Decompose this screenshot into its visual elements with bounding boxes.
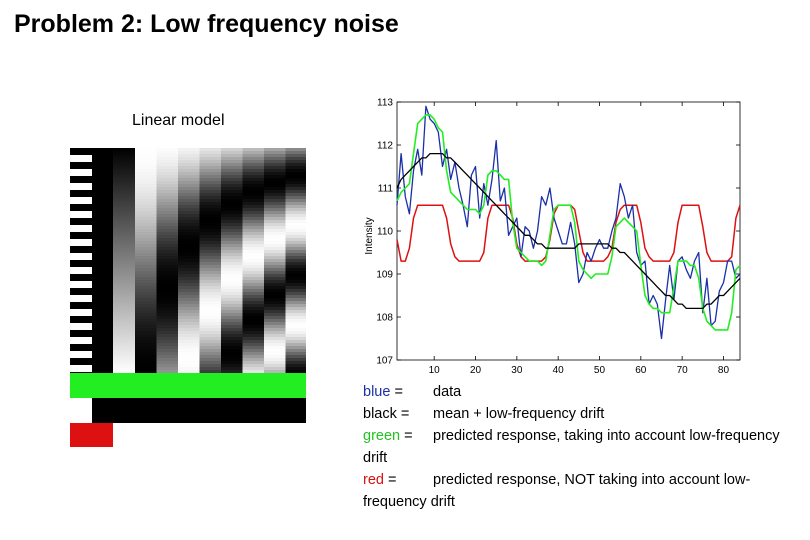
- x-tick-label: 70: [677, 365, 689, 375]
- x-tick-label: 50: [594, 365, 606, 375]
- slide-title: Problem 2: Low frequency noise: [14, 10, 399, 38]
- y-tick-label: 109: [376, 270, 393, 281]
- x-tick-label: 80: [718, 365, 730, 375]
- black-contrast-row: [92, 398, 306, 423]
- y-tick-label: 112: [377, 141, 393, 152]
- red-contrast-row: [70, 423, 113, 447]
- y-tick-label: 107: [376, 356, 393, 367]
- y-tick-label: 108: [376, 313, 393, 324]
- constant-column: [92, 148, 113, 373]
- series-line-blue: [396, 105, 741, 340]
- legend: blue = data black = mean + low-frequency d…: [363, 381, 793, 513]
- x-tick-label: 30: [511, 365, 523, 375]
- x-tick-label: 60: [635, 365, 647, 375]
- series-line-green: [396, 114, 741, 331]
- legend-description: predicted response, NOT taking into acco…: [363, 472, 751, 510]
- cosine-basis-columns: [135, 148, 306, 374]
- chart-axes: 107 108 109 110 111 112 113 10 20 30 40 50 60 70 80: [376, 98, 741, 375]
- legend-color-word: blue: [363, 384, 391, 400]
- y-axis-label: Intensity: [364, 217, 375, 254]
- legend-row-black: black = mean + low-frequency drift: [363, 406, 605, 422]
- y-tick-label: 113: [377, 98, 393, 109]
- legend-color-word: red: [363, 472, 384, 488]
- chart-series: [396, 105, 741, 340]
- intensity-chart: 107 108 109 110 111 112 113 10 20 30 40 50 60 70 80 In…: [364, 98, 741, 375]
- x-tick-label: 10: [429, 365, 441, 375]
- legend-description: data: [433, 384, 462, 400]
- green-contrast-row: [70, 373, 306, 398]
- block-regressor-column: [70, 148, 92, 379]
- legend-row-green: green = predicted response, taking into a…: [363, 428, 780, 466]
- series-line-black: [396, 152, 741, 310]
- x-tick-label: 20: [470, 365, 482, 375]
- legend-color-word: green: [363, 428, 401, 444]
- y-tick-label: 111: [378, 184, 394, 195]
- y-tick-label: 110: [377, 227, 393, 238]
- legend-color-word: black: [363, 406, 397, 422]
- legend-row-red: red = predicted response, NOT taking into…: [363, 472, 751, 510]
- legend-row-blue: blue = data: [363, 384, 462, 400]
- legend-description: predicted response, taking into account …: [363, 428, 780, 466]
- linear-drift-column: [113, 148, 135, 373]
- linear-model-label: Linear model: [132, 112, 225, 129]
- legend-description: mean + low-frequency drift: [433, 406, 605, 422]
- x-tick-label: 40: [553, 365, 565, 375]
- design-matrix-image: [70, 148, 306, 447]
